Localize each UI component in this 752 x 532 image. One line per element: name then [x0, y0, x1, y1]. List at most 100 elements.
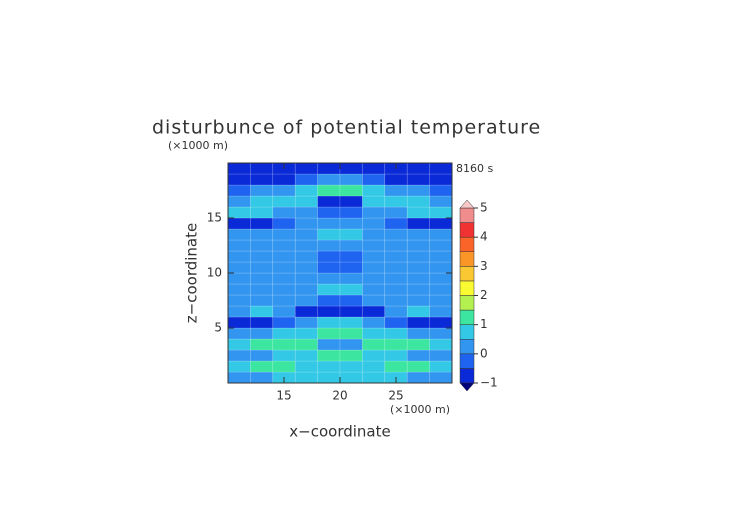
contour-cell	[384, 338, 408, 351]
contour-cell	[250, 162, 274, 175]
contour-cell	[362, 228, 386, 241]
contour-cell	[272, 206, 296, 219]
contour-cell	[317, 338, 341, 351]
contour-cell	[317, 327, 341, 340]
contour-cell	[384, 316, 408, 329]
contour-cell	[227, 327, 251, 340]
contour-cell	[317, 228, 341, 241]
contour-cell	[384, 305, 408, 318]
contour-cell	[317, 272, 341, 285]
contour-cell	[429, 162, 453, 175]
contour-cell	[362, 250, 386, 263]
contour-cell	[339, 217, 363, 230]
contour-cell	[406, 371, 430, 384]
contour-cell	[250, 184, 274, 197]
contour-cell	[317, 217, 341, 230]
contour-cell	[294, 283, 318, 296]
contour-cell	[272, 360, 296, 373]
contour-cell	[384, 327, 408, 340]
contour-cell	[429, 305, 453, 318]
contour-cell	[362, 371, 386, 384]
contour-cell	[250, 272, 274, 285]
contour-cell	[227, 371, 251, 384]
contour-cell	[362, 316, 386, 329]
x-tick-label: 15	[276, 389, 291, 403]
contour-cell	[406, 195, 430, 208]
contour-cell	[317, 206, 341, 219]
contour-cell	[406, 316, 430, 329]
contour-cell	[272, 173, 296, 186]
contour-cell	[429, 360, 453, 373]
contour-cell	[339, 272, 363, 285]
contour-cell	[317, 261, 341, 274]
x-tick-label: 25	[388, 389, 403, 403]
chart-title: disturbunce of potential temperature	[152, 117, 541, 139]
colorbar-swatch	[459, 266, 475, 282]
colorbar-tick-label: 3	[480, 259, 488, 273]
colorbar-swatch	[459, 222, 475, 238]
colorbar-extend-high	[459, 199, 475, 209]
contour-cell	[384, 250, 408, 263]
contour-cell	[294, 305, 318, 318]
y-tick-label: 15	[207, 211, 222, 225]
contour-cell	[362, 338, 386, 351]
contour-cell	[317, 316, 341, 329]
colorbar-swatch	[459, 251, 475, 267]
contour-cell	[227, 305, 251, 318]
colorbar-swatch	[459, 295, 475, 311]
contour-cell	[272, 250, 296, 263]
contour-cell	[429, 195, 453, 208]
contour-cell	[227, 228, 251, 241]
contour-cell	[250, 327, 274, 340]
contour-cell	[406, 162, 430, 175]
x-unit: (×1000 m)	[390, 403, 450, 416]
contour-cell	[339, 349, 363, 362]
contour-cell	[227, 294, 251, 307]
contour-cell	[227, 173, 251, 186]
contour-cell	[429, 371, 453, 384]
contour-cell	[250, 316, 274, 329]
contour-cell	[406, 283, 430, 296]
contour-cell	[406, 173, 430, 186]
colorbar-swatch	[459, 207, 475, 223]
contour-cell	[429, 228, 453, 241]
contour-cell	[227, 360, 251, 373]
contour-cell	[250, 173, 274, 186]
contour-cell	[384, 272, 408, 285]
contour-cell	[294, 316, 318, 329]
contour-cell	[362, 162, 386, 175]
contour-cell	[250, 360, 274, 373]
contour-cell	[294, 272, 318, 285]
contour-cell	[406, 305, 430, 318]
contour-cell	[294, 162, 318, 175]
contour-cell	[250, 371, 274, 384]
colorbar-swatch	[459, 309, 475, 325]
y-tick-label: 5	[214, 321, 222, 335]
colorbar-extend-low	[459, 382, 475, 392]
contour-cell	[429, 283, 453, 296]
contour-cell	[250, 206, 274, 219]
colorbar-swatch	[459, 368, 475, 384]
contour-cell	[294, 371, 318, 384]
contour-cell	[227, 162, 251, 175]
contour-cell	[339, 162, 363, 175]
contour-cell	[362, 173, 386, 186]
contour-cell	[250, 261, 274, 274]
contour-cell	[362, 272, 386, 285]
contour-cell	[272, 261, 296, 274]
contour-cell	[294, 184, 318, 197]
contour-cell	[227, 338, 251, 351]
contour-cell	[406, 338, 430, 351]
contour-cell	[362, 283, 386, 296]
contour-cell	[272, 316, 296, 329]
contour-cell	[362, 261, 386, 274]
contour-cell	[339, 327, 363, 340]
contour-cell	[294, 250, 318, 263]
contour-cell	[339, 371, 363, 384]
contour-cell	[294, 360, 318, 373]
contour-cell	[429, 250, 453, 263]
contour-cell	[317, 371, 341, 384]
contour-cell	[294, 294, 318, 307]
contour-cell	[362, 349, 386, 362]
